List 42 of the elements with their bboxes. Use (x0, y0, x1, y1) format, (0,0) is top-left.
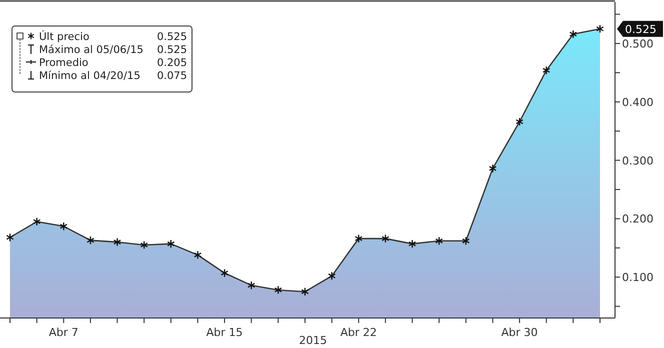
point (328, 272, 336, 280)
point (167, 239, 175, 248)
point (408, 239, 416, 248)
y-tick-label: 0.400 (622, 96, 654, 109)
x-axis-title: 2015 (299, 334, 327, 347)
point (542, 66, 550, 75)
annotation: Máximo al 05/06/15 (39, 44, 144, 56)
point (32, 217, 41, 226)
x-tick-label: Abr 7 (48, 326, 78, 339)
point (113, 238, 122, 246)
point (86, 236, 94, 245)
y-tick-label: 0.500 (622, 37, 654, 50)
point (488, 164, 497, 173)
point (462, 236, 470, 246)
annotation: 0.205 (156, 57, 187, 69)
x-tick-label: Abr 15 (206, 326, 243, 339)
point (435, 236, 443, 246)
point (274, 286, 282, 294)
point (194, 250, 202, 260)
annotation: Promedio (39, 57, 88, 69)
x-tick-label: Abr 22 (340, 326, 377, 339)
text: 0.525 (625, 22, 656, 36)
x-tick-label: Abr 30 (501, 326, 538, 339)
y-tick-label: 0.100 (622, 271, 654, 284)
y-tick-label: 0.200 (622, 212, 654, 226)
point (6, 233, 14, 242)
point (516, 117, 524, 126)
point (569, 30, 578, 39)
point (382, 234, 390, 243)
point (596, 24, 604, 34)
annotation: Mínimo al 04/20/15 (39, 70, 140, 82)
annotation: 0.525 (156, 44, 187, 56)
annotation: 0.525 (156, 31, 187, 43)
legend-label: Últ precio (39, 30, 90, 43)
point (247, 280, 256, 290)
point (140, 240, 148, 250)
annotation: 0.075 (156, 70, 187, 82)
y-tick-label: 0.300 (622, 154, 654, 168)
point (301, 287, 309, 296)
point (60, 222, 68, 231)
point (220, 268, 228, 278)
point (354, 234, 363, 243)
